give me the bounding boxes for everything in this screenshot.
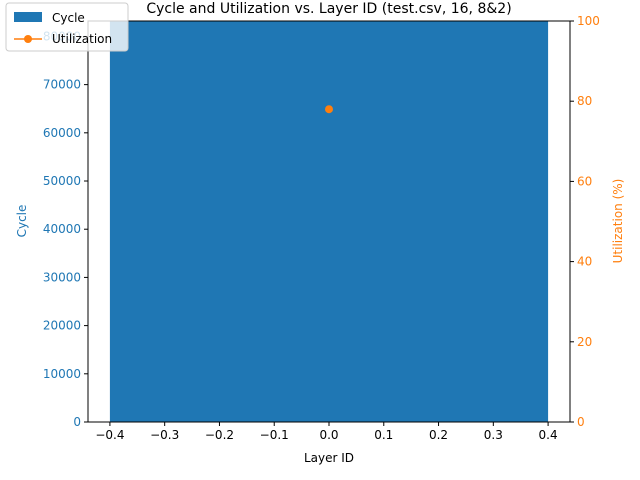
x-tick-label-1: −0.3 — [150, 428, 179, 442]
x-tick-label-8: 0.4 — [539, 428, 558, 442]
y2-tick-label-3: 60 — [577, 174, 592, 188]
legend-marker-utilization — [24, 35, 32, 43]
y2-tick-label-1: 20 — [577, 335, 592, 349]
y2-axis-label: Utilization (%) — [611, 179, 625, 264]
y-tick-label-5: 50000 — [43, 174, 81, 188]
x-tick-label-0: −0.4 — [95, 428, 124, 442]
x-tick-label-6: 0.2 — [429, 428, 448, 442]
y2-tick-label-5: 100 — [577, 14, 600, 28]
y-tick-label-2: 20000 — [43, 319, 81, 333]
legend-swatch-cycle — [14, 12, 42, 22]
bars-layer — [109, 21, 549, 422]
x-tick-label-5: 0.1 — [374, 428, 393, 442]
y-tick-label-4: 40000 — [43, 222, 81, 236]
y-tick-label-1: 10000 — [43, 367, 81, 381]
x-axis-label: Layer ID — [304, 451, 354, 465]
y-tick-label-7: 70000 — [43, 78, 81, 92]
y-axis-label: Cycle — [15, 205, 29, 238]
y-tick-label-0: 0 — [73, 415, 81, 429]
legend: Cycle Utilization — [5, 2, 129, 52]
x-tick-label-7: 0.3 — [484, 428, 503, 442]
bar-cycle-0 — [109, 21, 549, 422]
y-tick-label-6: 60000 — [43, 126, 81, 140]
y2-tick-label-4: 80 — [577, 94, 592, 108]
y-axis-ticks: 0100002000030000400005000060000700008000… — [43, 29, 88, 429]
chart-title: Cycle and Utilization vs. Layer ID (test… — [146, 1, 511, 17]
point-utilization-0 — [325, 105, 333, 114]
x-axis-ticks: −0.4 −0.3 −0.2 −0.1 0.0 0.1 0.2 0.3 0.4 — [95, 422, 558, 442]
x-tick-label-2: −0.2 — [205, 428, 234, 442]
y-tick-label-3: 30000 — [43, 270, 81, 284]
x-tick-label-3: −0.1 — [260, 428, 289, 442]
x-tick-label-4: 0.0 — [319, 428, 338, 442]
legend-label-utilization: Utilization — [52, 32, 112, 46]
legend-label-cycle: Cycle — [52, 11, 85, 25]
y2-tick-label-0: 0 — [577, 415, 585, 429]
line-layer — [325, 105, 333, 114]
y2-tick-label-2: 40 — [577, 255, 592, 269]
y2-axis-ticks: 0 20 40 60 80 100 — [570, 14, 600, 429]
